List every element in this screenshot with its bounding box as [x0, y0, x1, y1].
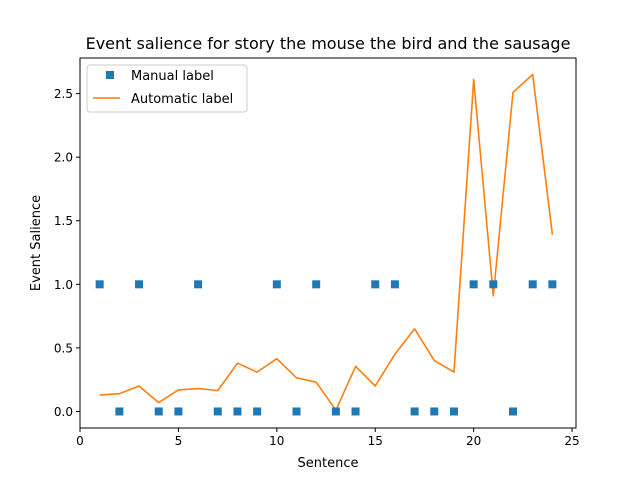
manual-label-point [430, 407, 439, 416]
plot-area [95, 73, 557, 416]
manual-label-point [272, 280, 281, 289]
y-tick-label: 2.5 [54, 87, 73, 101]
manual-label-point [135, 280, 144, 289]
legend-manual-label: Manual label [131, 69, 214, 84]
x-tick-label: 25 [564, 434, 579, 448]
y-tick-label: 1.0 [54, 278, 73, 292]
manual-label-point [292, 407, 301, 416]
y-tick-label: 0.5 [54, 341, 73, 355]
manual-label-point [194, 280, 203, 289]
y-axis: 0.0 0.5 1.0 1.5 2.0 2.5 [54, 87, 80, 419]
manual-label-point [174, 407, 183, 416]
manual-label-point [312, 280, 321, 289]
legend-box [86, 64, 248, 113]
manual-label-point [469, 280, 478, 289]
manual-label-point [390, 280, 399, 289]
manual-label-point [351, 407, 360, 416]
x-tick-label: 15 [368, 434, 383, 448]
x-tick-label: 20 [466, 434, 481, 448]
manual-label-point [95, 280, 104, 289]
manual-label-point [115, 407, 124, 416]
y-axis-label: Event Salience [29, 195, 44, 291]
y-tick-label: 0.0 [54, 405, 73, 419]
manual-label-point [449, 407, 458, 416]
manual-label-point [233, 407, 242, 416]
manual-label-point [548, 280, 557, 289]
x-tick-label: 10 [269, 434, 284, 448]
x-axis: 0 5 10 15 20 25 [76, 428, 580, 448]
x-tick-label: 0 [76, 434, 84, 448]
manual-label-point [154, 407, 163, 416]
y-tick-label: 1.5 [54, 214, 73, 228]
manual-label-point [509, 407, 518, 416]
automatic-label-line [99, 73, 554, 412]
manual-label-point [489, 280, 498, 289]
legend-automatic-label: Automatic label [131, 92, 233, 107]
manual-label-point [410, 407, 419, 416]
manual-label-point [528, 280, 537, 289]
manual-label-point [331, 407, 340, 416]
x-axis-label: Sentence [298, 456, 359, 471]
y-tick-label: 2.0 [54, 151, 73, 165]
axes-frame [79, 57, 577, 429]
manual-label-point [371, 280, 380, 289]
legend-manual-marker [106, 71, 114, 79]
legend: Manual label Automatic label [86, 64, 248, 113]
manual-label-point [213, 407, 222, 416]
x-tick-label: 5 [175, 434, 183, 448]
manual-label-point [253, 407, 262, 416]
chart-title: Event salience for story the mouse the b… [86, 34, 571, 53]
